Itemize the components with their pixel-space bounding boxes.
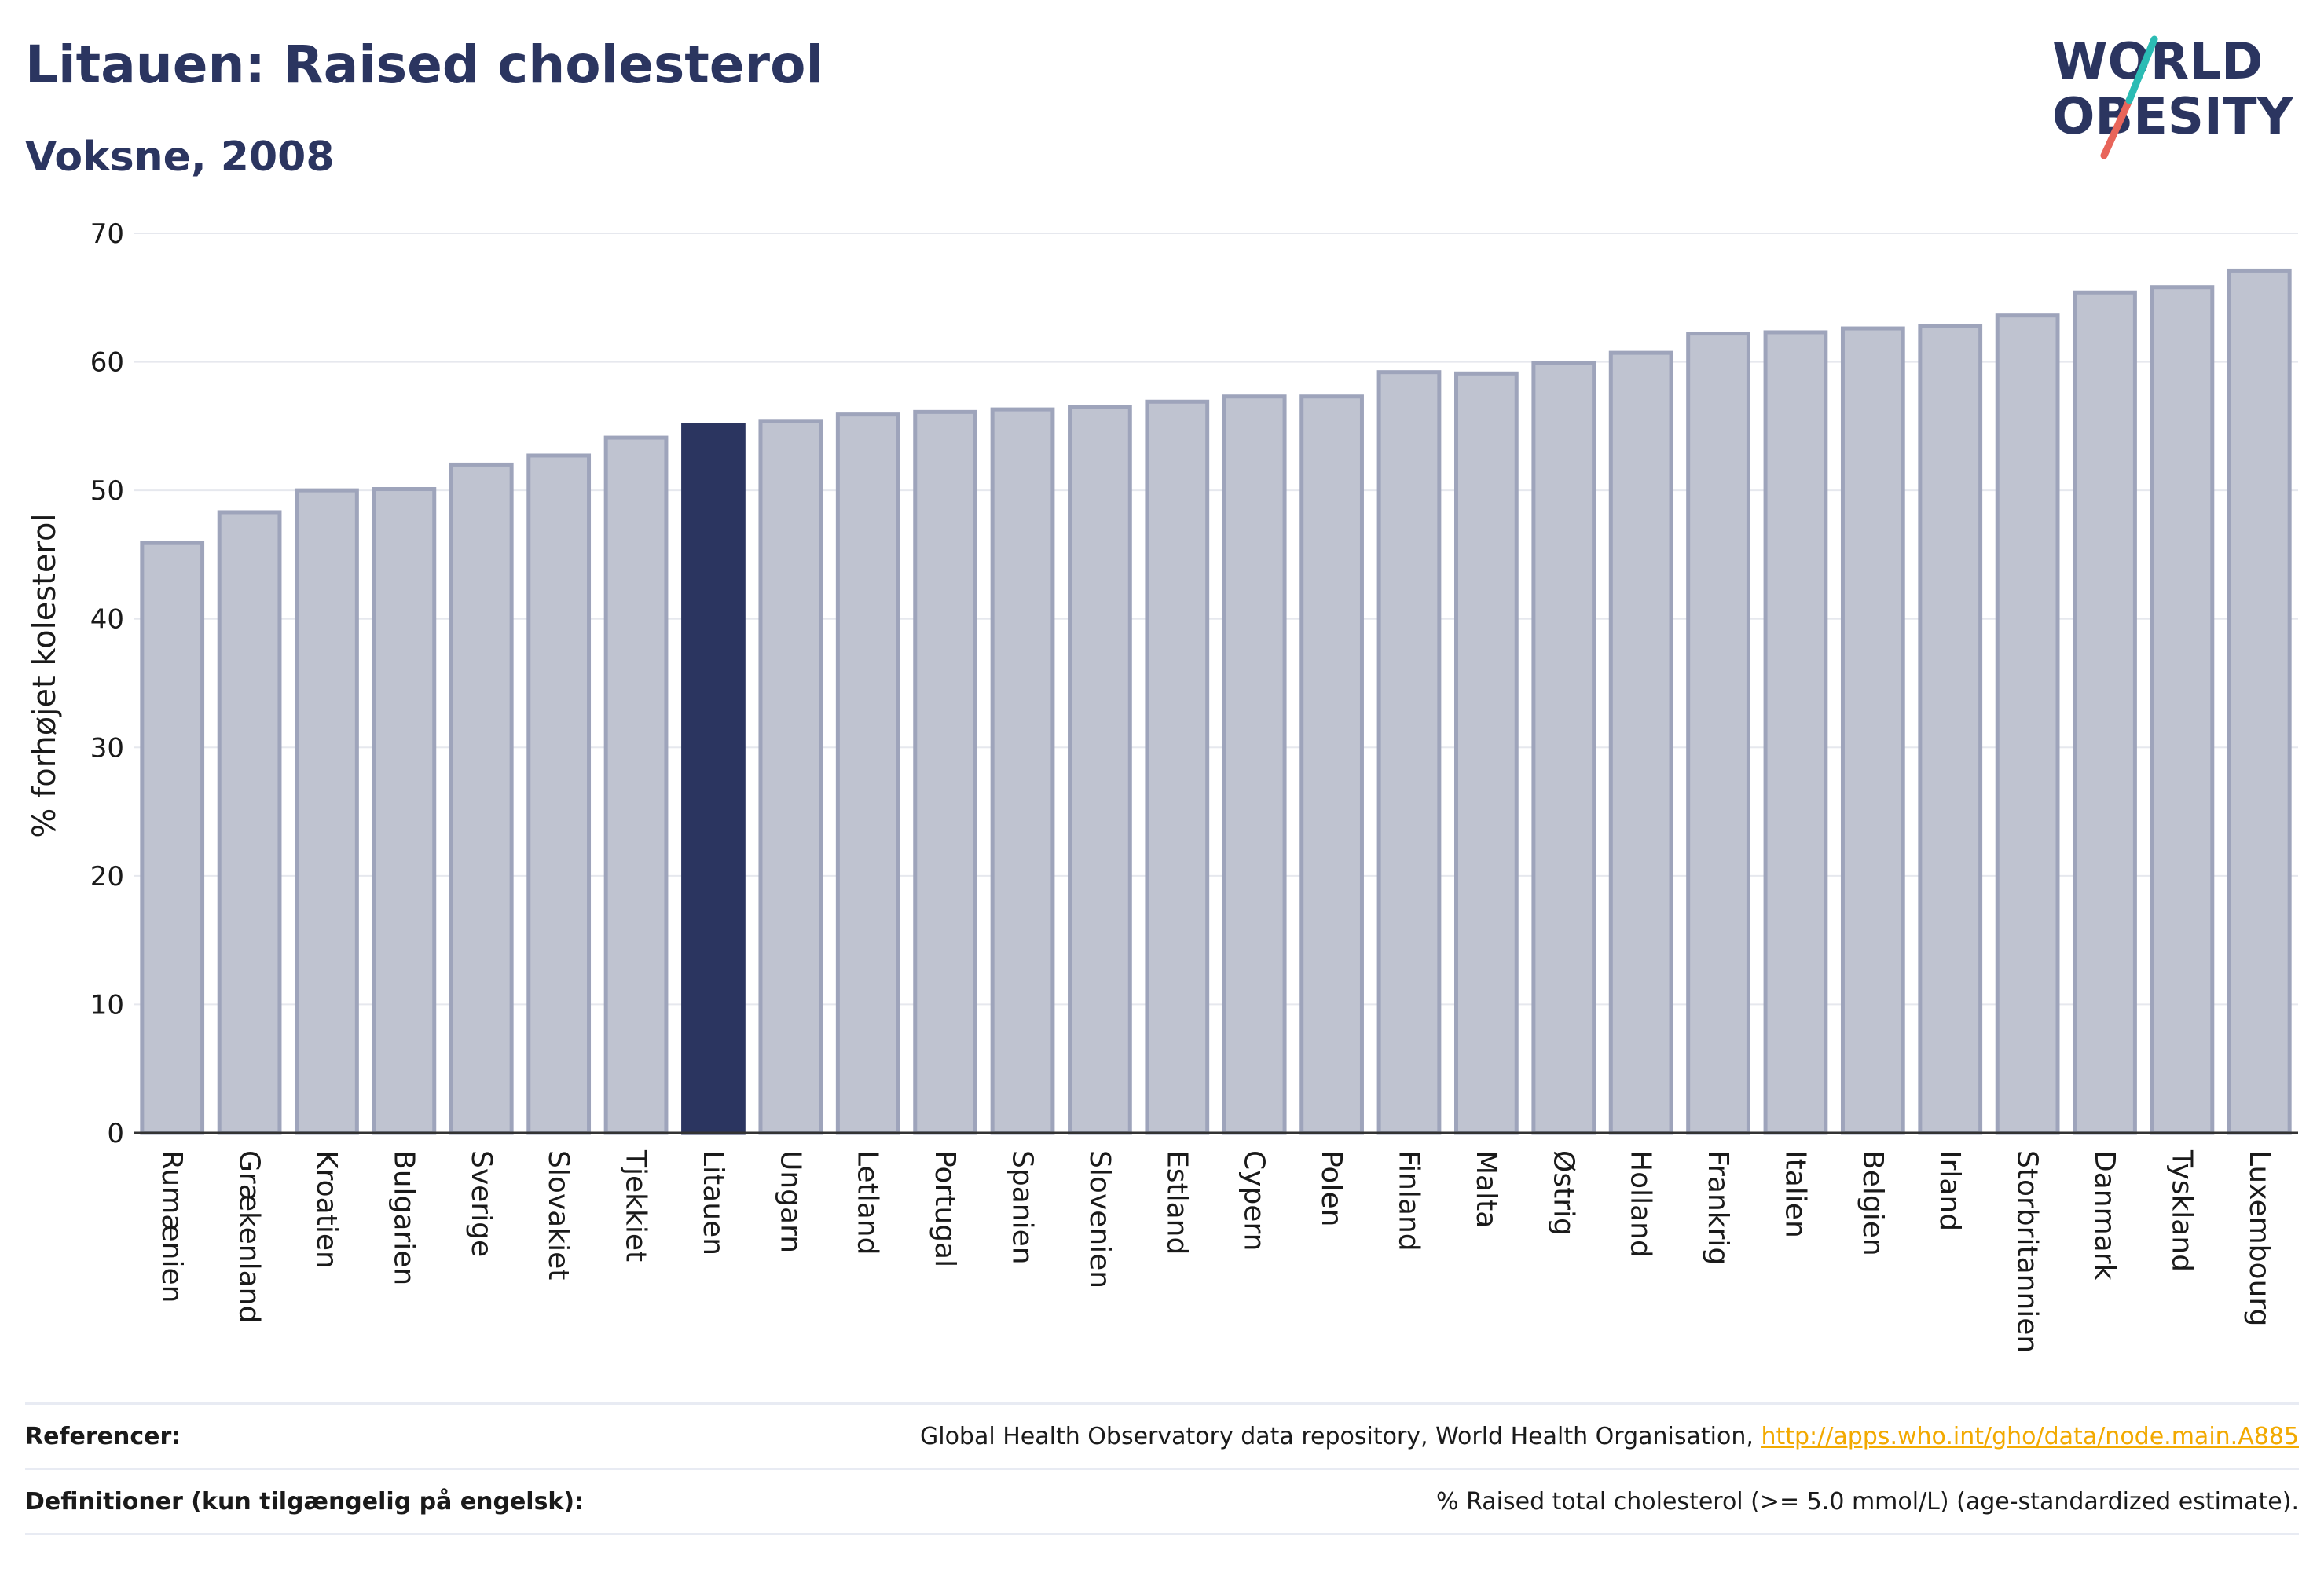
- x-tick-label: Storbritannien: [2011, 1150, 2044, 1353]
- world-obesity-logo: WORLD OBESITY: [2052, 33, 2293, 159]
- x-tick-label: Tyskland: [2165, 1149, 2198, 1272]
- x-tick-label: Malta: [1470, 1150, 1502, 1228]
- references-label: Referencer:: [25, 1422, 181, 1450]
- references-row: Referencer: Global Health Observatory da…: [25, 1402, 2299, 1468]
- y-tick-label: 70: [90, 218, 124, 250]
- bar-danmark[interactable]: [2073, 290, 2137, 1135]
- bar-storbritannien[interactable]: [1995, 313, 2060, 1135]
- bar-rumænien[interactable]: [140, 541, 205, 1135]
- bar-estland[interactable]: [1145, 399, 1210, 1135]
- x-tick-label: Danmark: [2088, 1150, 2121, 1281]
- logo-line1: WORLD: [2052, 33, 2263, 91]
- bar-frankrig[interactable]: [1686, 332, 1750, 1135]
- bar-grækenland[interactable]: [217, 510, 282, 1135]
- x-tick-label: Irland: [1934, 1150, 1966, 1231]
- bar-tjekkiet[interactable]: [603, 435, 669, 1135]
- references-text: Global Health Observatory data repositor…: [920, 1422, 1754, 1450]
- axes: 0 10 20 30 40 50 60 70 Rumænien Grækenland Kroatie…: [90, 218, 2298, 1353]
- bar-malta[interactable]: [1454, 371, 1519, 1135]
- bar-polen[interactable]: [1299, 394, 1364, 1135]
- y-tick-label: 0: [107, 1118, 124, 1149]
- x-tick-label: Italien: [1779, 1150, 1811, 1238]
- bar-holland[interactable]: [1608, 350, 1673, 1135]
- y-axis-label: % forhøjet kolesterol: [27, 513, 63, 837]
- x-tick-label: Slovakiet: [542, 1150, 574, 1280]
- x-tick-label: Tjekkiet: [620, 1149, 652, 1262]
- bar-litauen[interactable]: [681, 423, 746, 1135]
- x-tick-label: Grækenland: [233, 1150, 266, 1323]
- x-tick-label: Spanien: [1006, 1150, 1039, 1265]
- bar-tyskland[interactable]: [2150, 285, 2215, 1135]
- bar-belgien[interactable]: [1840, 326, 1905, 1135]
- x-tick-label: Letland: [852, 1150, 884, 1255]
- references-value: Global Health Observatory data repositor…: [920, 1423, 2299, 1450]
- x-tick-label: Frankrig: [1702, 1150, 1734, 1265]
- x-tick-label: Sverige: [465, 1150, 497, 1257]
- y-tick-label: 40: [90, 604, 124, 636]
- x-tick-label: Cypern: [1238, 1150, 1270, 1251]
- y-tick-label: 20: [90, 861, 124, 892]
- definitions-row: Definitioner (kun tilgængelig på engelsk…: [25, 1468, 2299, 1535]
- bar-spanien[interactable]: [990, 407, 1055, 1135]
- x-tick-label: Finland: [1392, 1150, 1424, 1252]
- x-tick-label: Kroatien: [310, 1150, 343, 1269]
- logo-slash-teal: [2125, 35, 2158, 104]
- logo-slash-red: [2100, 97, 2133, 159]
- x-tick-label: Litauen: [697, 1150, 729, 1255]
- x-tick-label: Belgien: [1857, 1150, 1889, 1256]
- y-tick-label: 60: [90, 347, 124, 379]
- bar-sverige[interactable]: [449, 462, 514, 1135]
- bar-luxembourg[interactable]: [2227, 268, 2292, 1135]
- logo-line2: OBESITY: [2052, 88, 2293, 146]
- chart-title: Litauen: Raised cholesterol: [25, 35, 824, 95]
- x-tick-label: Luxembourg: [2243, 1150, 2275, 1326]
- y-tick-label: 10: [90, 989, 124, 1021]
- references-link[interactable]: http://apps.who.int/gho/data/node.main.A…: [1761, 1422, 2299, 1450]
- x-tick-label: Estland: [1160, 1150, 1193, 1255]
- x-tick-label: Polen: [1315, 1150, 1347, 1226]
- bar-portugal[interactable]: [913, 409, 977, 1135]
- bar-bulgarien[interactable]: [372, 487, 437, 1135]
- x-tick-label: Holland: [1625, 1150, 1657, 1258]
- y-tick-label: 50: [90, 475, 124, 507]
- bar-finland[interactable]: [1376, 370, 1442, 1135]
- bars: [140, 268, 2292, 1135]
- x-tick-label: Portugal: [929, 1150, 961, 1267]
- x-tick-label: Ungarn: [774, 1150, 806, 1253]
- footer: Referencer: Global Health Observatory da…: [25, 1402, 2299, 1535]
- y-tick-label: 30: [90, 732, 124, 764]
- bar-østrig[interactable]: [1531, 361, 1596, 1135]
- bar-chart: 0 10 20 30 40 50 60 70 Rumænien Grækenland Kroatie…: [27, 218, 2298, 1353]
- bar-letland[interactable]: [835, 412, 900, 1135]
- definitions-label: Definitioner (kun tilgængelig på engelsk…: [25, 1487, 585, 1516]
- x-tick-label: Rumænien: [156, 1150, 188, 1303]
- x-tick-label: Østrig: [1547, 1150, 1579, 1236]
- chart-subtitle: Voksne, 2008: [25, 134, 335, 181]
- x-tick-label: Bulgarien: [387, 1150, 420, 1285]
- definitions-text: % Raised total cholesterol (>= 5.0 mmol/…: [1436, 1487, 2299, 1516]
- bar-slovakiet[interactable]: [526, 453, 592, 1135]
- bar-cypern[interactable]: [1222, 394, 1287, 1135]
- bar-ungarn[interactable]: [758, 419, 823, 1135]
- bar-irland[interactable]: [1918, 324, 1983, 1135]
- x-tick-label: Slovenien: [1083, 1150, 1116, 1288]
- bar-slovenien[interactable]: [1068, 405, 1132, 1135]
- bar-italien[interactable]: [1763, 330, 1828, 1135]
- bar-kroatien[interactable]: [295, 488, 359, 1135]
